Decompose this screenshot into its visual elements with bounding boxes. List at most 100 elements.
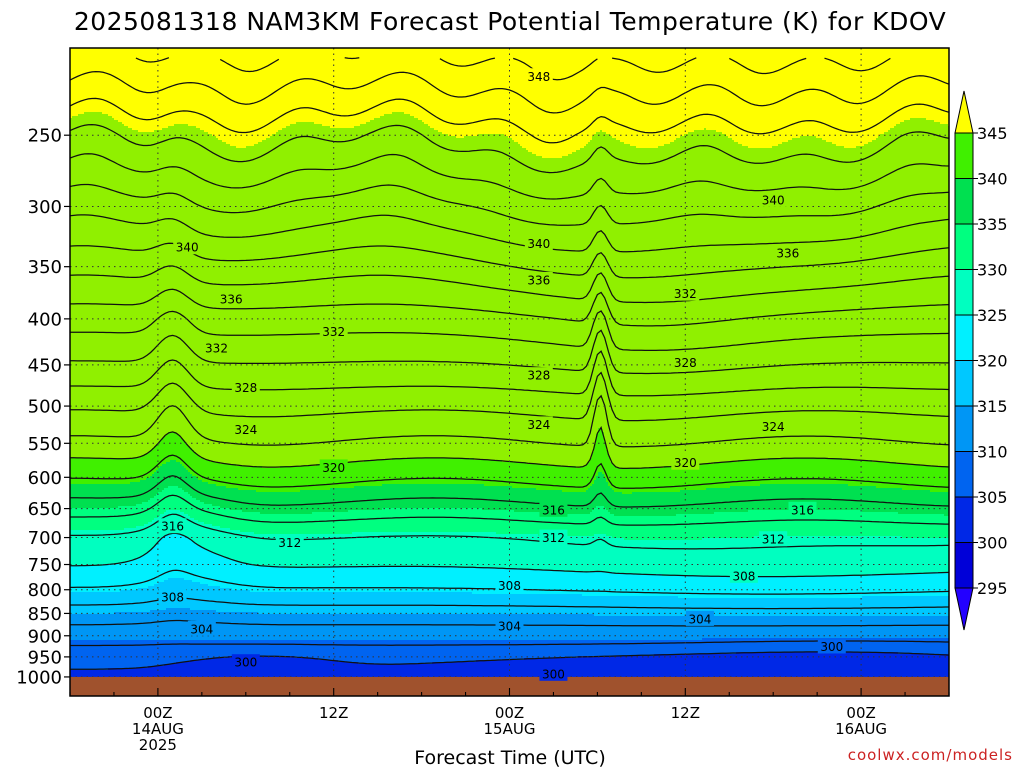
fill-cell xyxy=(816,616,819,639)
fill-cell xyxy=(258,142,261,467)
fill-cell xyxy=(118,592,121,613)
fill-cell xyxy=(112,640,115,669)
fill-cell xyxy=(282,48,285,129)
fill-cell xyxy=(710,514,713,539)
fill-cell xyxy=(820,652,823,696)
fill-cell xyxy=(476,460,479,485)
fill-cell xyxy=(354,48,357,127)
fill-cell xyxy=(422,640,425,665)
fill-cell xyxy=(476,532,479,569)
fill-cell xyxy=(358,486,361,511)
fill-cell xyxy=(468,48,471,137)
fill-cell xyxy=(486,640,489,661)
fill-cell xyxy=(762,484,765,511)
fill-cell xyxy=(700,130,703,465)
fill-cell xyxy=(92,614,95,641)
fill-cell xyxy=(692,576,695,599)
fill-cell xyxy=(556,614,559,641)
fill-cell xyxy=(796,484,799,511)
fill-cell xyxy=(112,118,115,459)
fill-cell xyxy=(130,560,133,591)
fill-cell xyxy=(322,490,325,513)
fill-cell xyxy=(546,594,549,615)
fill-cell xyxy=(614,656,617,696)
fill-cell xyxy=(390,114,393,461)
fill-cell xyxy=(890,574,893,597)
fill-cell xyxy=(316,124,319,465)
fill-cell xyxy=(104,530,107,565)
fill-cell xyxy=(856,510,859,537)
fill-cell xyxy=(882,638,885,653)
fill-cell xyxy=(496,134,499,461)
fill-cell xyxy=(686,514,689,541)
fill-cell xyxy=(232,510,235,531)
fill-cell xyxy=(598,572,601,597)
fill-cell xyxy=(290,614,293,641)
fill-cell xyxy=(782,638,785,653)
fill-cell xyxy=(370,532,373,567)
fill-cell xyxy=(244,48,247,149)
fill-cell xyxy=(562,466,565,493)
fill-cell xyxy=(216,506,219,527)
fill-cell xyxy=(430,640,433,665)
fill-cell xyxy=(778,48,781,145)
fill-cell xyxy=(590,458,593,487)
fill-cell xyxy=(480,134,483,461)
fill-cell xyxy=(780,616,783,639)
fill-cell xyxy=(616,468,619,493)
fill-cell xyxy=(644,574,647,597)
fill-cell xyxy=(698,616,701,641)
fill-cell xyxy=(640,148,643,469)
fill-cell xyxy=(342,512,345,535)
fill-cell xyxy=(698,490,701,515)
fill-cell xyxy=(446,484,449,509)
fill-cell xyxy=(178,124,181,437)
fill-cell xyxy=(644,492,647,517)
fill-cell xyxy=(738,486,741,513)
fill-cell xyxy=(276,468,279,493)
fill-cell xyxy=(84,48,87,113)
fill-cell xyxy=(304,466,307,491)
fill-cell xyxy=(506,136,509,463)
fill-cell xyxy=(844,536,847,577)
fill-cell xyxy=(166,462,169,489)
fill-cell xyxy=(274,514,277,535)
fill-cell xyxy=(774,638,777,653)
fill-cell xyxy=(818,510,821,537)
fill-cell xyxy=(250,612,253,641)
fill-cell xyxy=(458,568,461,593)
fill-cell xyxy=(614,466,617,493)
fill-cell xyxy=(268,492,271,515)
fill-cell xyxy=(428,484,431,509)
fill-cell xyxy=(646,468,649,493)
fill-cell xyxy=(180,124,183,439)
fill-cell xyxy=(300,592,303,615)
fill-cell xyxy=(662,492,665,517)
fill-cell xyxy=(850,148,853,461)
fill-cell xyxy=(684,616,687,641)
fill-cell xyxy=(806,536,809,577)
fill-cell xyxy=(516,48,519,143)
fill-cell xyxy=(578,640,581,657)
fill-cell xyxy=(538,464,541,491)
fill-cell xyxy=(686,490,689,515)
fill-cell xyxy=(528,48,531,153)
fill-cell xyxy=(756,486,759,511)
fill-cell xyxy=(722,512,725,539)
fill-cell xyxy=(816,510,819,537)
fill-cell xyxy=(714,462,717,489)
fill-cell xyxy=(296,514,299,535)
fill-cell xyxy=(440,458,443,485)
fill-cell xyxy=(500,534,503,569)
fill-cell xyxy=(322,48,325,127)
fill-cell xyxy=(902,48,905,123)
fill-cell xyxy=(900,596,903,617)
fill-cell xyxy=(320,124,323,465)
fill-cell xyxy=(626,48,629,145)
fill-cell xyxy=(612,656,615,696)
fill-cell xyxy=(266,640,269,657)
fill-cell xyxy=(162,640,165,667)
fill-cell xyxy=(290,592,293,615)
fill-cell xyxy=(190,126,193,449)
fill-cell xyxy=(220,640,223,659)
